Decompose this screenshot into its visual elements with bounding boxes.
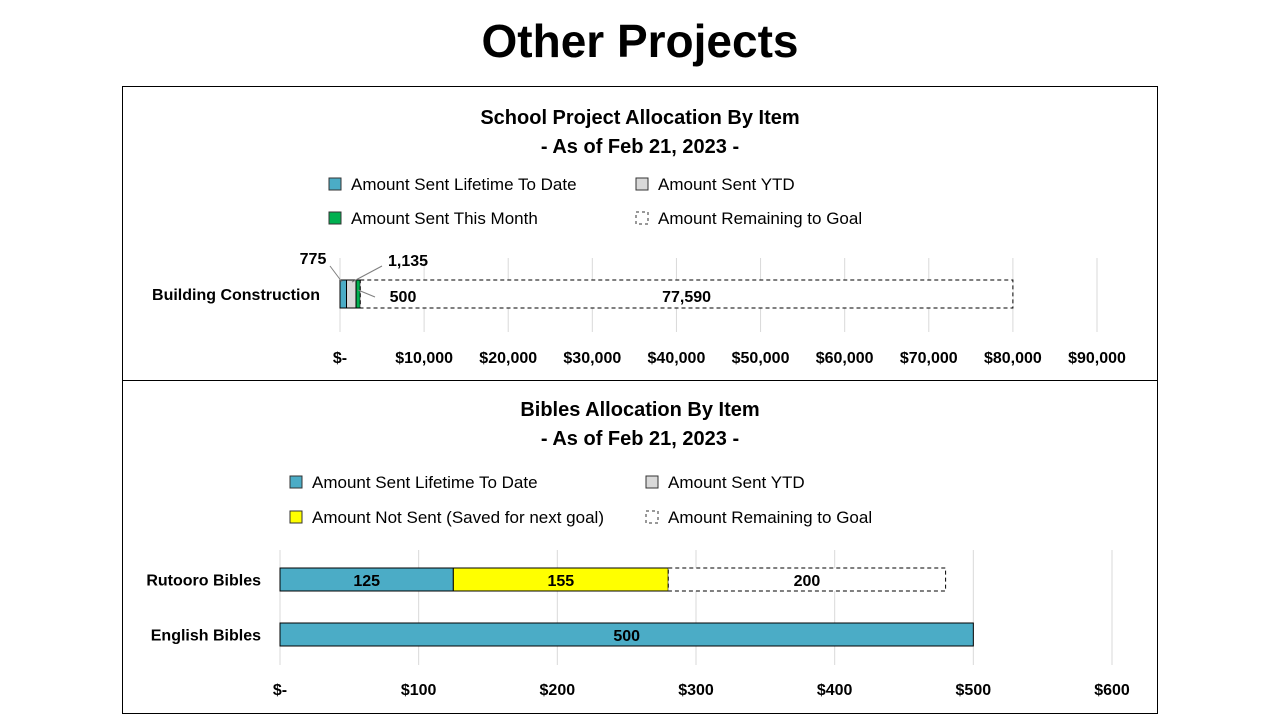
bibles-data-label-1: 155 xyxy=(547,573,574,590)
school-leader-line-1 xyxy=(351,265,383,283)
school-chart-data-labels: 775 1,135 500 77,590 xyxy=(300,251,712,306)
school-legend-swatch-amount-sent-lifetime-to-date xyxy=(328,177,342,191)
school-chart-frame xyxy=(122,86,1158,383)
bibles-tick-label: $600 xyxy=(1094,682,1130,699)
school-tick-label: $70,000 xyxy=(900,350,958,367)
bibles-data-label-2: 200 xyxy=(794,573,821,590)
school-tick-label: $30,000 xyxy=(563,350,621,367)
bibles-legend-swatch-amount-sent-ytd xyxy=(645,475,659,489)
school-bar-building-construction-amount-sent-lifetime-to-date xyxy=(339,279,348,309)
bibles-tick-label: $100 xyxy=(401,682,437,699)
page-title: Other Projects xyxy=(481,15,799,67)
school-legend-swatch-amount-remaining-to-goal xyxy=(635,211,649,225)
bibles-chart-x-axis: $- $100 $200 $300 $400 $500 $600 xyxy=(273,682,1130,699)
bibles-tick-label: $- xyxy=(273,682,287,699)
school-chart-category-labels: Building Construction xyxy=(152,287,320,304)
bibles-chart-subtitle: - As of Feb 21, 2023 - xyxy=(541,428,739,450)
school-chart-title: School Project Allocation By Item xyxy=(480,107,799,129)
bibles-legend-label-amount-sent-lifetime-to-date: Amount Sent Lifetime To Date xyxy=(312,473,538,492)
bibles-bar-rutooro-bibles-amount-remaining-to-goal xyxy=(667,567,947,592)
bibles-category-label-rutooro-bibles: Rutooro Bibles xyxy=(146,573,261,590)
school-legend-label-amount-sent-lifetime-to-date: Amount Sent Lifetime To Date xyxy=(351,175,577,194)
school-data-label-0: 775 xyxy=(300,251,327,268)
school-data-label-2: 500 xyxy=(390,289,417,306)
bibles-chart-frame xyxy=(122,380,1158,714)
school-tick-label: $50,000 xyxy=(732,350,790,367)
bibles-bar-english-bibles-amount-sent-lifetime-to-date xyxy=(279,622,974,647)
school-legend-swatch-amount-sent-this-month xyxy=(328,211,342,225)
school-leader-line-2 xyxy=(357,289,376,298)
bibles-chart-bars xyxy=(279,567,974,647)
school-bar-building-construction-amount-sent-this-month xyxy=(355,279,361,309)
school-chart-x-axis: $- $10,000 $20,000 $30,000 $40,000 $50,000 $60… xyxy=(333,350,1126,367)
school-chart-bars xyxy=(339,279,1014,309)
bibles-tick-label: $500 xyxy=(956,682,992,699)
school-tick-label: $60,000 xyxy=(816,350,874,367)
school-tick-label: $40,000 xyxy=(648,350,706,367)
bibles-legend-swatch-amount-remaining-to-goal xyxy=(645,510,659,524)
bibles-tick-label: $400 xyxy=(817,682,853,699)
school-tick-label: $- xyxy=(333,350,347,367)
school-data-label-3: 77,590 xyxy=(662,289,711,306)
bibles-tick-label: $200 xyxy=(540,682,576,699)
school-chart-legend: Amount Sent Lifetime To Date Amount Sent … xyxy=(328,175,862,228)
school-bar-building-construction-amount-remaining-to-goal xyxy=(359,279,1014,309)
bibles-tick-label: $300 xyxy=(678,682,714,699)
school-tick-label: $80,000 xyxy=(984,350,1042,367)
bibles-legend-label-amount-sent-ytd: Amount Sent YTD xyxy=(668,473,805,492)
school-legend-label-amount-sent-ytd: Amount Sent YTD xyxy=(658,175,795,194)
bibles-legend-swatch-amount-not-sent-saved-for-next-goal xyxy=(289,510,303,524)
bibles-category-label-english-bibles: English Bibles xyxy=(151,628,261,645)
bibles-legend-swatch-amount-sent-lifetime-to-date xyxy=(289,475,303,489)
bibles-data-label-0: 125 xyxy=(353,573,380,590)
bibles-chart-legend: Amount Sent Lifetime To Date Amount Sent … xyxy=(289,473,872,527)
school-tick-label: $90,000 xyxy=(1068,350,1126,367)
bibles-data-label-3: 500 xyxy=(613,628,640,645)
bibles-chart-data-labels: 125 155 200 500 xyxy=(353,573,820,645)
bibles-legend-label-amount-not-sent-saved-for-next-goal: Amount Not Sent (Saved for next goal) xyxy=(312,508,604,527)
school-legend-swatch-amount-sent-ytd xyxy=(635,177,649,191)
school-category-label-building-construction: Building Construction xyxy=(152,287,320,304)
bibles-chart-category-labels: Rutooro Bibles English Bibles xyxy=(146,573,261,645)
bibles-legend-label-amount-remaining-to-goal: Amount Remaining to Goal xyxy=(668,508,872,527)
school-data-label-1: 1,135 xyxy=(388,253,428,270)
school-chart-subtitle: - As of Feb 21, 2023 - xyxy=(541,136,739,158)
school-legend-label-amount-sent-this-month: Amount Sent This Month xyxy=(351,209,538,228)
school-leader-line-0 xyxy=(329,265,343,283)
school-tick-label: $20,000 xyxy=(479,350,537,367)
school-bar-building-construction-amount-sent-ytd xyxy=(346,279,357,309)
bibles-chart-title: Bibles Allocation By Item xyxy=(520,399,759,421)
school-legend-label-amount-remaining-to-goal: Amount Remaining to Goal xyxy=(658,209,862,228)
school-tick-label: $10,000 xyxy=(395,350,453,367)
